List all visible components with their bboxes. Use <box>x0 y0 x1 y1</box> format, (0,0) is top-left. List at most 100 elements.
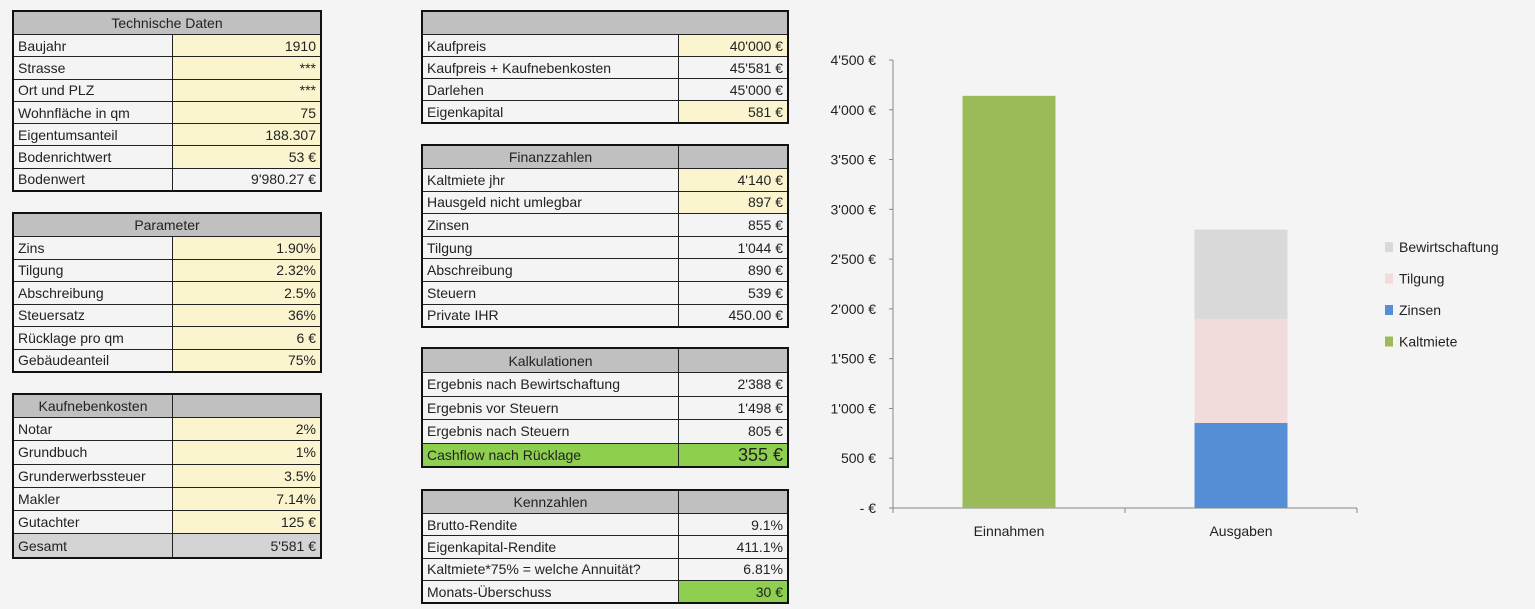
row-value[interactable]: 539 € <box>678 281 787 304</box>
y-tick-label: 4'500 € <box>831 52 877 68</box>
row-value[interactable]: 2'388 € <box>678 373 787 396</box>
table-row: Hausgeld nicht umlegbar 897 € <box>423 190 787 214</box>
header-empty-cell <box>678 349 787 372</box>
row-value[interactable]: 2.5% <box>172 282 320 304</box>
row-label: Kaltmiete*75% = welche Annuität? <box>427 561 641 578</box>
row-label: Abschreibung <box>427 262 513 279</box>
bar-tilgung-ausgaben <box>1194 318 1288 423</box>
row-value[interactable]: 188.307 <box>172 124 320 146</box>
y-tick-label: 3'000 € <box>831 201 877 217</box>
row-label: Steuersatz <box>18 307 85 324</box>
row-label: Kaltmiete jhr <box>427 171 505 188</box>
legend-swatch <box>1385 242 1393 252</box>
y-tick-label: 2'000 € <box>831 301 877 317</box>
row-value[interactable]: 897 € <box>678 191 787 214</box>
row-value[interactable]: 75% <box>172 349 320 371</box>
y-tick-label: 3'500 € <box>831 152 877 168</box>
legend-swatch <box>1385 273 1393 284</box>
table-kennzahlen: Kennzahlen Brutto-Rendite 9.1% Eigenkapital… <box>421 489 789 605</box>
bar-kaltmiete-einnahmen <box>962 95 1056 508</box>
row-label: Darlehen <box>427 81 484 98</box>
row-value[interactable]: 6.81% <box>678 558 787 580</box>
header-empty-cell <box>678 146 787 168</box>
row-value[interactable]: 75 <box>172 101 320 124</box>
y-tick-label: - € <box>860 500 877 516</box>
table-title: Kennzahlen <box>513 494 588 510</box>
table-technische-daten: Technische Daten Baujahr 1910 Strasse *** Ort… <box>12 10 322 193</box>
table-title: Parameter <box>134 217 200 233</box>
table-row: Abschreibung 890 € <box>423 258 787 281</box>
row-value[interactable]: *** <box>172 57 320 79</box>
row-value[interactable]: 45'000 € <box>678 79 787 100</box>
y-tick-label: 1'500 € <box>831 351 877 367</box>
y-tick-label: 4'000 € <box>831 102 877 118</box>
row-value[interactable]: 7.14% <box>172 487 320 511</box>
row-value[interactable]: 30 € <box>678 580 787 603</box>
row-label: Kaufpreis <box>427 37 487 54</box>
row-value[interactable]: 805 € <box>678 420 787 443</box>
row-value[interactable]: 5'581 € <box>172 534 320 557</box>
row-value[interactable]: 9.1% <box>678 514 787 536</box>
row-label: Grundbuch <box>18 444 88 461</box>
row-value[interactable]: 581 € <box>678 101 787 122</box>
table-row: Tilgung 1'044 € <box>423 235 787 259</box>
row-label: Rücklage pro qm <box>18 329 124 346</box>
row-label: Tilgung <box>18 262 64 279</box>
row-value[interactable]: 3.5% <box>172 464 320 487</box>
row-value[interactable]: 1'498 € <box>678 396 787 420</box>
row-value[interactable]: 9'980.27 € <box>172 168 320 191</box>
table-kalkulationen: Kalkulationen Ergebnis nach Bewirtschaftu… <box>421 347 789 469</box>
row-label: Strasse <box>18 59 66 76</box>
row-label: Gesamt <box>18 537 68 554</box>
header-empty-cell <box>678 491 787 513</box>
row-value[interactable]: 45'581 € <box>678 57 787 78</box>
row-value[interactable]: 450.00 € <box>678 304 787 327</box>
row-value[interactable]: 6 € <box>172 327 320 349</box>
table-row: Eigentumsanteil 188.307 <box>14 123 320 146</box>
table-row: Gebäudeanteil 75% <box>14 348 320 371</box>
row-value[interactable]: 53 € <box>172 146 320 168</box>
row-value[interactable]: 1.90% <box>172 237 320 259</box>
x-tick-label: Einnahmen <box>974 523 1045 539</box>
row-label: Ergebnis nach Bewirtschaftung <box>427 376 620 393</box>
table-header <box>423 12 787 34</box>
row-value[interactable]: 4'140 € <box>678 169 787 191</box>
table-row: Grunderwerbssteuer 3.5% <box>14 463 320 487</box>
table-row: Kaufpreis + Kaufnebenkosten 45'581 € <box>423 56 787 78</box>
row-label: Ergebnis vor Steuern <box>427 399 559 416</box>
row-value[interactable]: 125 € <box>172 511 320 534</box>
row-value[interactable]: *** <box>172 79 320 101</box>
table-row: Grundbuch 1% <box>14 440 320 464</box>
row-value[interactable]: 40'000 € <box>678 35 787 56</box>
table-row: Baujahr 1910 <box>14 34 320 57</box>
row-label: Tilgung <box>427 239 473 256</box>
row-label: Private IHR <box>427 307 499 324</box>
table-row: Kaltmiete*75% = welche Annuität? 6.81% <box>423 557 787 580</box>
table-row: Eigenkapital 581 € <box>423 100 787 122</box>
row-label: Abschreibung <box>18 284 104 301</box>
row-label: Kaufpreis + Kaufnebenkosten <box>427 59 612 76</box>
row-label: Ort und PLZ <box>18 82 95 99</box>
row-label: Makler <box>18 491 61 508</box>
table-row: Gutachter 125 € <box>14 510 320 534</box>
table-row: Private IHR 450.00 € <box>423 303 787 327</box>
header-empty-cell <box>172 395 320 417</box>
table-title: Finanzzahlen <box>508 149 593 165</box>
table-finanzzahlen: Finanzzahlen Kaltmiete jhr 4'140 € Hausgeld… <box>421 144 789 329</box>
row-value[interactable]: 1% <box>172 441 320 464</box>
table-kaufnebenkosten: Kaufnebenkosten Notar 2% Grundbuch 1% Grunder… <box>12 393 322 559</box>
row-value[interactable]: 1'044 € <box>678 236 787 259</box>
row-value[interactable]: 2% <box>172 418 320 441</box>
row-value[interactable]: 1910 <box>172 35 320 57</box>
row-label: Eigentumsanteil <box>18 126 118 143</box>
row-value[interactable]: 2.32% <box>172 259 320 281</box>
legend-label: Kaltmiete <box>1399 334 1458 350</box>
row-value[interactable]: 411.1% <box>678 536 787 558</box>
row-value[interactable]: 36% <box>172 304 320 326</box>
table-row: Wohnfläche in qm 75 <box>14 100 320 124</box>
row-value[interactable]: 890 € <box>678 259 787 281</box>
table-kaufpreis: Kaufpreis 40'000 € Kaufpreis + Kaufnebenko… <box>421 10 789 124</box>
row-value[interactable]: 855 € <box>678 214 787 236</box>
row-value[interactable]: 355 € <box>678 443 787 467</box>
x-tick-label: Ausgaben <box>1209 523 1272 539</box>
